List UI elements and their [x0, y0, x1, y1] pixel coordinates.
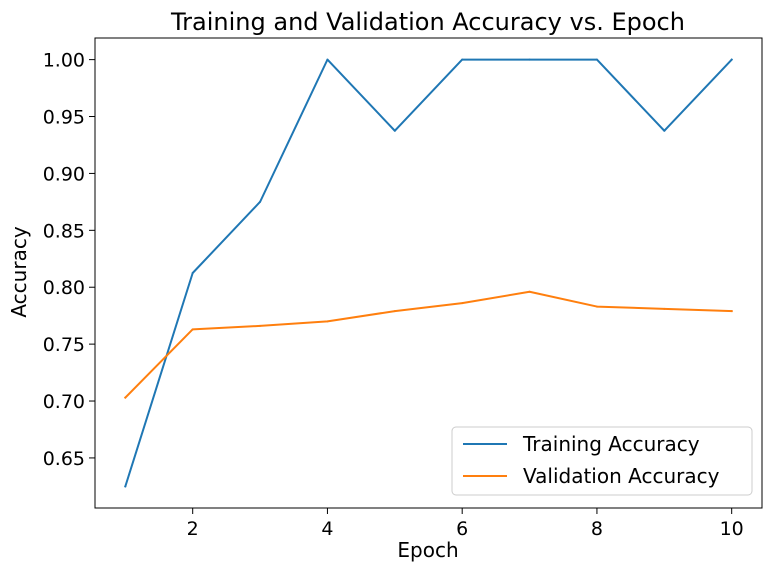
- data-point-1-1: [191, 328, 194, 331]
- data-point-0-1: [191, 272, 194, 274]
- legend: Training Accuracy Validation Accuracy: [451, 426, 753, 496]
- data-point-1-5: [461, 302, 464, 305]
- series-line-1: [123, 290, 733, 400]
- x-tick-label: 6: [456, 518, 468, 540]
- data-point-0-6: [528, 58, 531, 61]
- data-point-1-3: [326, 320, 329, 323]
- data-point-0-7: [595, 58, 598, 61]
- data-point-0-3: [326, 58, 329, 61]
- data-point-0-2: [259, 200, 262, 203]
- x-tick-label: 4: [321, 518, 333, 540]
- y-tick-label: 0.75: [43, 334, 85, 356]
- y-tick-label: 0.80: [43, 277, 85, 299]
- legend-label-1: Validation Accuracy: [523, 464, 720, 488]
- y-tick-label: 0.70: [43, 391, 85, 413]
- plot-frame: [94, 37, 763, 509]
- data-point-0-9: [730, 58, 733, 61]
- series-layer: [123, 58, 734, 488]
- y-tick-label: 1.00: [43, 50, 85, 72]
- data-point-1-8: [663, 307, 666, 310]
- legend-label-0: Training Accuracy: [522, 432, 700, 456]
- legend-box: [451, 426, 753, 496]
- data-point-0-5: [461, 58, 464, 61]
- data-point-0-8: [663, 129, 666, 132]
- series-line-0: [124, 58, 734, 488]
- y-tick-label: 0.65: [43, 448, 85, 470]
- data-point-0-4: [393, 129, 396, 132]
- chart-title: Training and Validation Accuracy vs. Epo…: [170, 8, 685, 36]
- x-axis-label: Epoch: [397, 538, 458, 562]
- y-tick-label: 0.90: [43, 163, 85, 185]
- y-tick-label: 0.85: [43, 220, 85, 242]
- data-point-1-4: [393, 310, 396, 313]
- data-point-1-2: [259, 324, 262, 327]
- x-tick-label: 10: [720, 518, 744, 540]
- data-point-1-0: [124, 396, 127, 399]
- y-tick-label: 0.95: [43, 107, 85, 129]
- data-point-0-0: [124, 485, 127, 488]
- axes-layer: 2 4 6 8 10 0.65 0.70 0.75 0.80 0.85 0.90 0.95 1.00: [43, 37, 763, 540]
- data-point-1-7: [595, 305, 598, 308]
- data-point-1-9: [730, 310, 733, 313]
- x-tick-label: 2: [187, 518, 199, 540]
- data-point-1-6: [528, 290, 531, 293]
- x-tick-label: 8: [591, 518, 603, 540]
- y-axis-label: Accuracy: [7, 226, 31, 317]
